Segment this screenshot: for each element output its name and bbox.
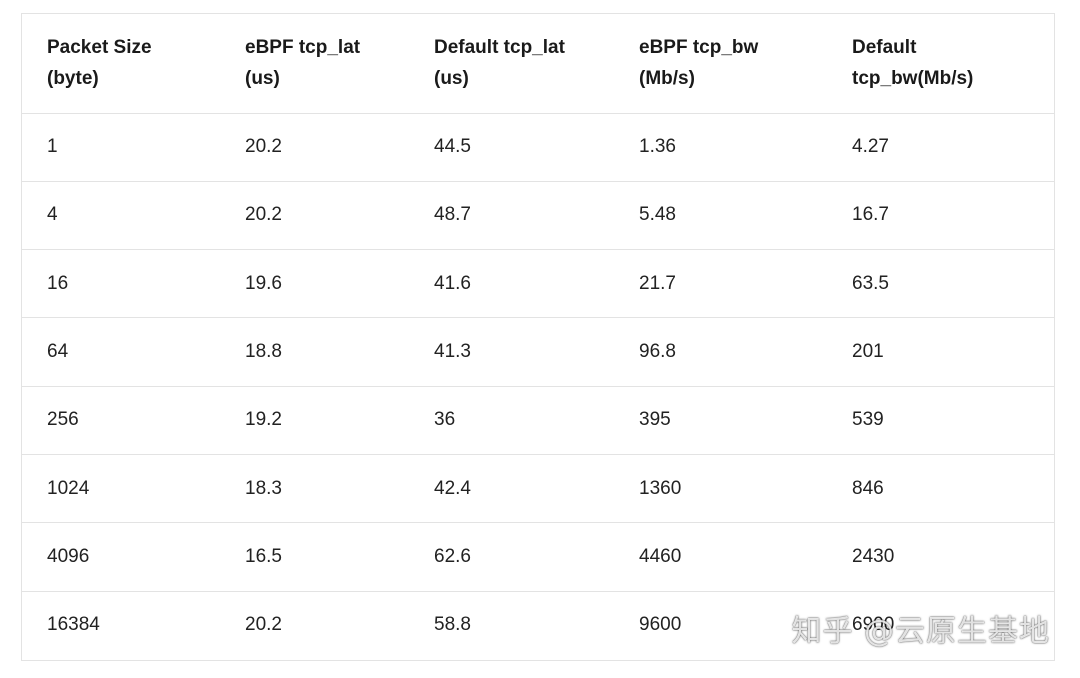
header-default-tcp-bw: Default tcp_bw(Mb/s) bbox=[827, 14, 1054, 113]
cell-packet-size: 4096 bbox=[22, 522, 220, 592]
cell-default-tcp-bw: 6900 bbox=[827, 590, 1054, 660]
table-body: 1 20.2 44.5 1.36 4.27 4 20.2 48.7 5.48 1… bbox=[22, 112, 1054, 660]
cell-packet-size: 256 bbox=[22, 385, 220, 455]
cell-packet-size: 1024 bbox=[22, 453, 220, 523]
cell-ebpf-tcp-lat: 19.6 bbox=[220, 249, 409, 318]
cell-default-tcp-bw: 16.7 bbox=[827, 180, 1054, 250]
table-row: 1024 18.3 42.4 1360 846 bbox=[22, 453, 1054, 523]
cell-ebpf-tcp-lat: 20.2 bbox=[220, 112, 409, 182]
cell-default-tcp-bw: 2430 bbox=[827, 522, 1054, 592]
cell-ebpf-tcp-bw: 1360 bbox=[614, 453, 827, 523]
header-ebpf-tcp-bw: eBPF tcp_bw (Mb/s) bbox=[614, 14, 827, 113]
cell-ebpf-tcp-lat: 19.2 bbox=[220, 385, 409, 455]
cell-ebpf-tcp-lat: 18.3 bbox=[220, 453, 409, 523]
cell-ebpf-tcp-lat: 16.5 bbox=[220, 522, 409, 592]
cell-ebpf-tcp-bw: 21.7 bbox=[614, 249, 827, 318]
cell-ebpf-tcp-bw: 9600 bbox=[614, 590, 827, 660]
header-line: Default tcp_lat bbox=[434, 37, 565, 59]
cell-ebpf-tcp-lat: 20.2 bbox=[220, 180, 409, 250]
cell-packet-size: 16 bbox=[22, 249, 220, 318]
table-row: 64 18.8 41.3 96.8 201 bbox=[22, 317, 1054, 387]
cell-default-tcp-lat: 48.7 bbox=[409, 180, 614, 250]
header-line: (byte) bbox=[47, 68, 99, 90]
header-line: tcp_bw(Mb/s) bbox=[852, 68, 974, 90]
cell-ebpf-tcp-lat: 18.8 bbox=[220, 317, 409, 387]
cell-packet-size: 4 bbox=[22, 180, 220, 250]
header-line: (Mb/s) bbox=[639, 68, 695, 90]
header-line: (us) bbox=[434, 68, 469, 90]
header-default-tcp-lat: Default tcp_lat (us) bbox=[409, 14, 614, 113]
table-row: 256 19.2 36 395 539 bbox=[22, 385, 1054, 455]
cell-default-tcp-lat: 42.4 bbox=[409, 453, 614, 523]
header-line: Packet Size bbox=[47, 37, 152, 59]
cell-default-tcp-bw: 4.27 bbox=[827, 112, 1054, 182]
cell-ebpf-tcp-bw: 4460 bbox=[614, 522, 827, 592]
header-line: eBPF tcp_bw bbox=[639, 37, 759, 59]
cell-ebpf-tcp-bw: 395 bbox=[614, 385, 827, 455]
cell-default-tcp-lat: 36 bbox=[409, 385, 614, 455]
cell-packet-size: 1 bbox=[22, 112, 220, 182]
cell-default-tcp-lat: 41.6 bbox=[409, 249, 614, 318]
cell-default-tcp-lat: 41.3 bbox=[409, 317, 614, 387]
cell-ebpf-tcp-bw: 1.36 bbox=[614, 112, 827, 182]
table-header: Packet Size (byte) eBPF tcp_lat (us) Defau… bbox=[22, 14, 1054, 113]
cell-default-tcp-bw: 201 bbox=[827, 317, 1054, 387]
cell-default-tcp-bw: 846 bbox=[827, 453, 1054, 523]
table-row: 1 20.2 44.5 1.36 4.27 bbox=[22, 112, 1054, 182]
cell-packet-size: 64 bbox=[22, 317, 220, 387]
table-row: 4096 16.5 62.6 4460 2430 bbox=[22, 522, 1054, 592]
cell-default-tcp-bw: 539 bbox=[827, 385, 1054, 455]
header-ebpf-tcp-lat: eBPF tcp_lat (us) bbox=[220, 14, 409, 113]
benchmark-table: Packet Size (byte) eBPF tcp_lat (us) Defau… bbox=[22, 14, 1054, 660]
table-row: 16384 20.2 58.8 9600 6900 bbox=[22, 590, 1054, 660]
cell-default-tcp-lat: 62.6 bbox=[409, 522, 614, 592]
cell-ebpf-tcp-bw: 96.8 bbox=[614, 317, 827, 387]
cell-ebpf-tcp-bw: 5.48 bbox=[614, 180, 827, 250]
header-line: eBPF tcp_lat bbox=[245, 37, 361, 59]
cell-default-tcp-lat: 58.8 bbox=[409, 590, 614, 660]
cell-default-tcp-lat: 44.5 bbox=[409, 112, 614, 182]
header-line: (us) bbox=[245, 68, 280, 90]
data-table-container: Packet Size (byte) eBPF tcp_lat (us) Defau… bbox=[21, 13, 1055, 661]
table-row: 4 20.2 48.7 5.48 16.7 bbox=[22, 180, 1054, 250]
header-row: Packet Size (byte) eBPF tcp_lat (us) Defau… bbox=[22, 14, 1054, 113]
cell-packet-size: 16384 bbox=[22, 590, 220, 660]
header-packet-size: Packet Size (byte) bbox=[22, 14, 220, 113]
header-line: Default bbox=[852, 37, 917, 59]
table-row: 16 19.6 41.6 21.7 63.5 bbox=[22, 249, 1054, 318]
cell-ebpf-tcp-lat: 20.2 bbox=[220, 590, 409, 660]
cell-default-tcp-bw: 63.5 bbox=[827, 249, 1054, 318]
